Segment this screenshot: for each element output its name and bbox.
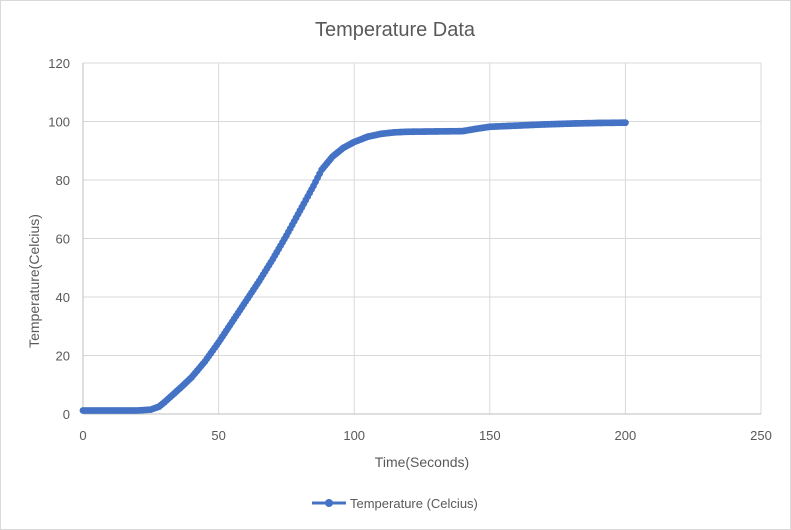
y-tick-label-100: 100: [48, 115, 70, 130]
data-point: [622, 119, 629, 127]
x-tick-label-0: 0: [79, 428, 86, 443]
x-tick-label-250: 250: [750, 428, 772, 443]
x-tick-label-200: 200: [615, 428, 637, 443]
legend: Temperature (Celcius): [312, 496, 478, 511]
y-axis-title: Temperature(Celcius): [26, 214, 42, 348]
x-tick-label-50: 50: [211, 428, 225, 443]
axes: [82, 63, 761, 415]
chart-title: Temperature Data: [315, 19, 476, 41]
x-tick-label-150: 150: [479, 428, 501, 443]
gridlines: [83, 62, 762, 414]
legend-label: Temperature (Celcius): [350, 496, 478, 511]
tick-labels: 0 50 100 150 200 250 0 20 40 60 80 100 120: [48, 56, 772, 443]
y-tick-label-80: 80: [56, 173, 70, 188]
y-tick-label-40: 40: [56, 290, 70, 305]
x-tick-label-100: 100: [343, 428, 365, 443]
y-tick-label-0: 0: [63, 407, 70, 422]
y-tick-label-20: 20: [56, 349, 70, 364]
legend-marker-swatch: [325, 499, 333, 507]
series-temperature: [79, 119, 629, 414]
x-axis-title: Time(Seconds): [375, 454, 469, 470]
y-tick-label-60: 60: [56, 232, 70, 247]
series-markers: [79, 119, 629, 414]
y-tick-label-120: 120: [48, 56, 70, 71]
